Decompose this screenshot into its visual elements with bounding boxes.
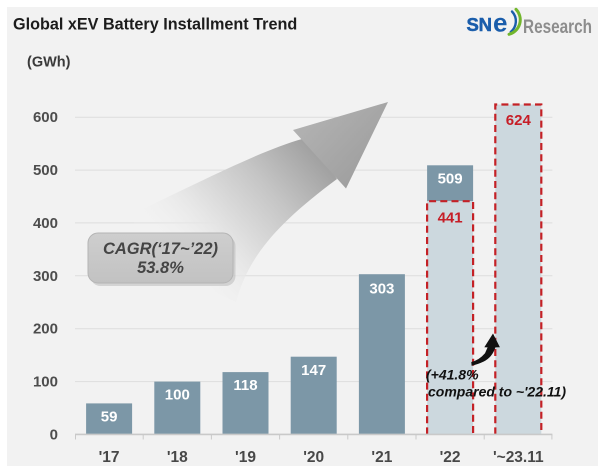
svg-text:'17: '17 bbox=[99, 449, 120, 466]
svg-text:0: 0 bbox=[50, 426, 58, 443]
svg-text:400: 400 bbox=[33, 215, 58, 232]
svg-text:(GWh): (GWh) bbox=[27, 55, 71, 71]
svg-text:(+41.8%: (+41.8% bbox=[426, 367, 479, 383]
svg-text:'~23.11: '~23.11 bbox=[493, 449, 544, 466]
svg-text:509: 509 bbox=[438, 170, 463, 187]
svg-text:'22: '22 bbox=[440, 449, 461, 466]
svg-text:303: 303 bbox=[369, 280, 394, 297]
svg-text:300: 300 bbox=[33, 268, 58, 285]
svg-text:59: 59 bbox=[101, 409, 118, 426]
svg-text:100: 100 bbox=[165, 387, 190, 404]
svg-text:441: 441 bbox=[438, 210, 463, 227]
svg-text:100: 100 bbox=[33, 374, 58, 391]
svg-text:compared to ~'22.11): compared to ~'22.11) bbox=[428, 384, 566, 400]
svg-text:118: 118 bbox=[233, 377, 257, 394]
svg-text:200: 200 bbox=[33, 321, 58, 338]
svg-text:'20: '20 bbox=[303, 449, 324, 466]
svg-text:e: e bbox=[493, 7, 507, 37]
svg-text:624: 624 bbox=[506, 112, 532, 129]
svg-text:Research: Research bbox=[523, 17, 592, 38]
svg-text:'21: '21 bbox=[371, 449, 392, 466]
svg-text:53.8%: 53.8% bbox=[137, 259, 184, 277]
svg-text:SN: SN bbox=[467, 14, 492, 35]
svg-text:'19: '19 bbox=[235, 449, 256, 466]
svg-text:'18: '18 bbox=[167, 449, 188, 466]
svg-text:CAGR(‘17~’22): CAGR(‘17~’22) bbox=[103, 240, 219, 258]
svg-text:147: 147 bbox=[301, 362, 326, 379]
svg-text:500: 500 bbox=[33, 162, 58, 179]
svg-text:Global xEV Battery Installment: Global xEV Battery Installment Trend bbox=[13, 16, 297, 34]
svg-text:600: 600 bbox=[33, 109, 58, 126]
